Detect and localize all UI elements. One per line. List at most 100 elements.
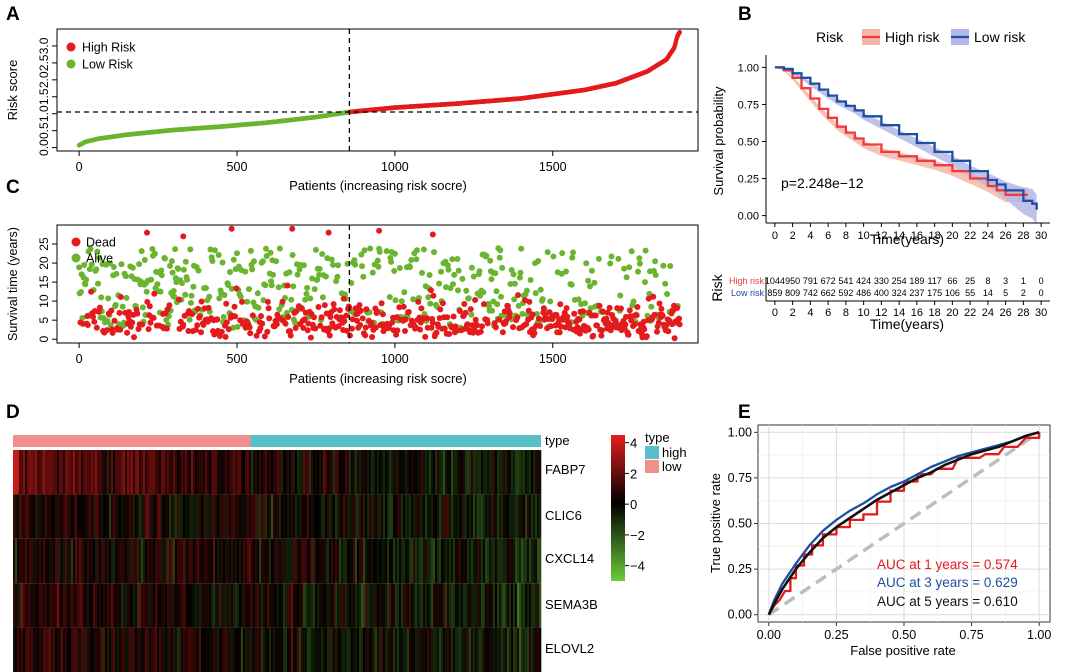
heatmap-cell — [279, 494, 282, 539]
risk-row-label-low: Low risk — [731, 288, 765, 298]
heatmap-cell — [371, 627, 374, 672]
heatmap-cell — [183, 450, 186, 495]
alive-point — [587, 305, 594, 312]
heatmap-cell — [387, 627, 390, 672]
heatmap-cell — [295, 450, 298, 495]
heatmap-cell — [455, 627, 458, 672]
dead-point — [327, 314, 334, 320]
heatmap-cell — [125, 627, 128, 672]
heatmap-cell — [465, 538, 468, 584]
heatmap-cell — [37, 450, 40, 495]
dead-point — [356, 302, 363, 309]
heatmap-cell — [355, 583, 358, 628]
dead-point — [175, 296, 182, 303]
heatmap-cell — [213, 538, 216, 584]
heatmap-cell — [365, 627, 368, 672]
alive-point — [617, 292, 624, 299]
heatmap-cell — [435, 450, 438, 495]
alive-point — [515, 302, 522, 309]
dead-point — [622, 321, 629, 328]
heatmap-cell — [181, 583, 184, 628]
heatmap-cell — [163, 494, 166, 539]
panel-label-b: B — [738, 4, 752, 25]
y-tick-label-b: 0.50 — [738, 137, 759, 149]
heatmap-cell — [373, 538, 376, 584]
heatmap-cell — [255, 583, 258, 628]
heatmap-cell — [463, 538, 466, 584]
dead-point — [437, 306, 444, 313]
heatmap-cell — [293, 583, 296, 628]
heatmap-cell — [87, 538, 90, 584]
alive-point — [187, 299, 194, 306]
heatmap-cell — [329, 538, 332, 584]
heatmap-cell — [137, 450, 140, 495]
risk-point — [677, 29, 682, 35]
heatmap-cell — [373, 627, 376, 672]
alive-point — [449, 256, 456, 263]
heatmap-cell — [101, 450, 104, 495]
legend-dot-low-risk — [66, 59, 76, 69]
heatmap-cell — [157, 583, 160, 628]
heatmap-cell — [319, 583, 322, 628]
x-tick-label-b: 4 — [807, 230, 813, 242]
heatmap-cell — [377, 494, 380, 539]
heatmap-cell — [147, 494, 150, 539]
heatmap-cell — [85, 450, 88, 495]
heatmap-cell — [415, 450, 418, 495]
heatmap-cell — [75, 583, 78, 628]
heatmap-cell — [27, 538, 30, 584]
heatmap-cell — [375, 494, 378, 539]
heatmap-cell — [95, 583, 98, 628]
km-curves — [774, 66, 1038, 210]
alive-point — [267, 249, 274, 256]
risk-cell: 175 — [927, 288, 942, 298]
heatmap-cell — [117, 583, 120, 628]
dead-point — [343, 327, 350, 334]
heatmap-cell — [137, 627, 140, 672]
heatmap-cell — [195, 538, 198, 584]
heatmap-cell — [61, 627, 64, 672]
alive-point — [450, 281, 456, 288]
heatmap-cell — [173, 450, 176, 495]
heatmap-cell — [99, 583, 102, 628]
heatmap-cell — [491, 538, 494, 584]
alive-point — [476, 268, 483, 275]
alive-point — [360, 273, 367, 280]
heatmap-cell — [137, 583, 140, 628]
heatmap-cell — [235, 583, 238, 628]
heatmap-cell — [399, 627, 402, 672]
heatmap-cell — [345, 627, 348, 672]
heatmap-cell — [269, 450, 272, 495]
dead-point — [289, 225, 296, 232]
heatmap-cell — [217, 494, 220, 539]
heatmap-cell — [487, 538, 490, 584]
heatmap-cell — [151, 538, 154, 584]
heatmap-cell — [211, 538, 214, 584]
heatmap-cell — [111, 538, 114, 584]
heatmap-cell — [459, 627, 462, 672]
heatmap-cell — [285, 627, 288, 672]
heatmap-cell — [401, 494, 404, 539]
heatmap-cell — [411, 494, 414, 539]
heatmap-cell — [331, 538, 334, 584]
heatmap-cell — [31, 538, 34, 584]
heatmap-cell — [507, 450, 510, 495]
heatmap-cell — [365, 450, 368, 495]
heatmap-cell — [135, 494, 138, 539]
heatmap-cell — [249, 583, 252, 628]
heatmap-cell — [233, 494, 236, 539]
heatmap-cell — [97, 583, 100, 628]
heatmap-cell — [209, 583, 212, 628]
alive-point — [510, 271, 517, 278]
heatmap-cell — [143, 494, 146, 539]
heatmap-cell — [517, 627, 520, 672]
heatmap-cell — [489, 538, 492, 584]
heatmap-cell — [203, 450, 206, 495]
heatmap-cell — [243, 450, 246, 495]
heatmap-cell — [71, 494, 74, 539]
heatmap-cell — [207, 627, 210, 672]
heatmap-cell — [137, 494, 140, 539]
alive-point — [221, 292, 228, 298]
heatmap-cell — [303, 583, 306, 628]
alive-point — [98, 294, 105, 301]
